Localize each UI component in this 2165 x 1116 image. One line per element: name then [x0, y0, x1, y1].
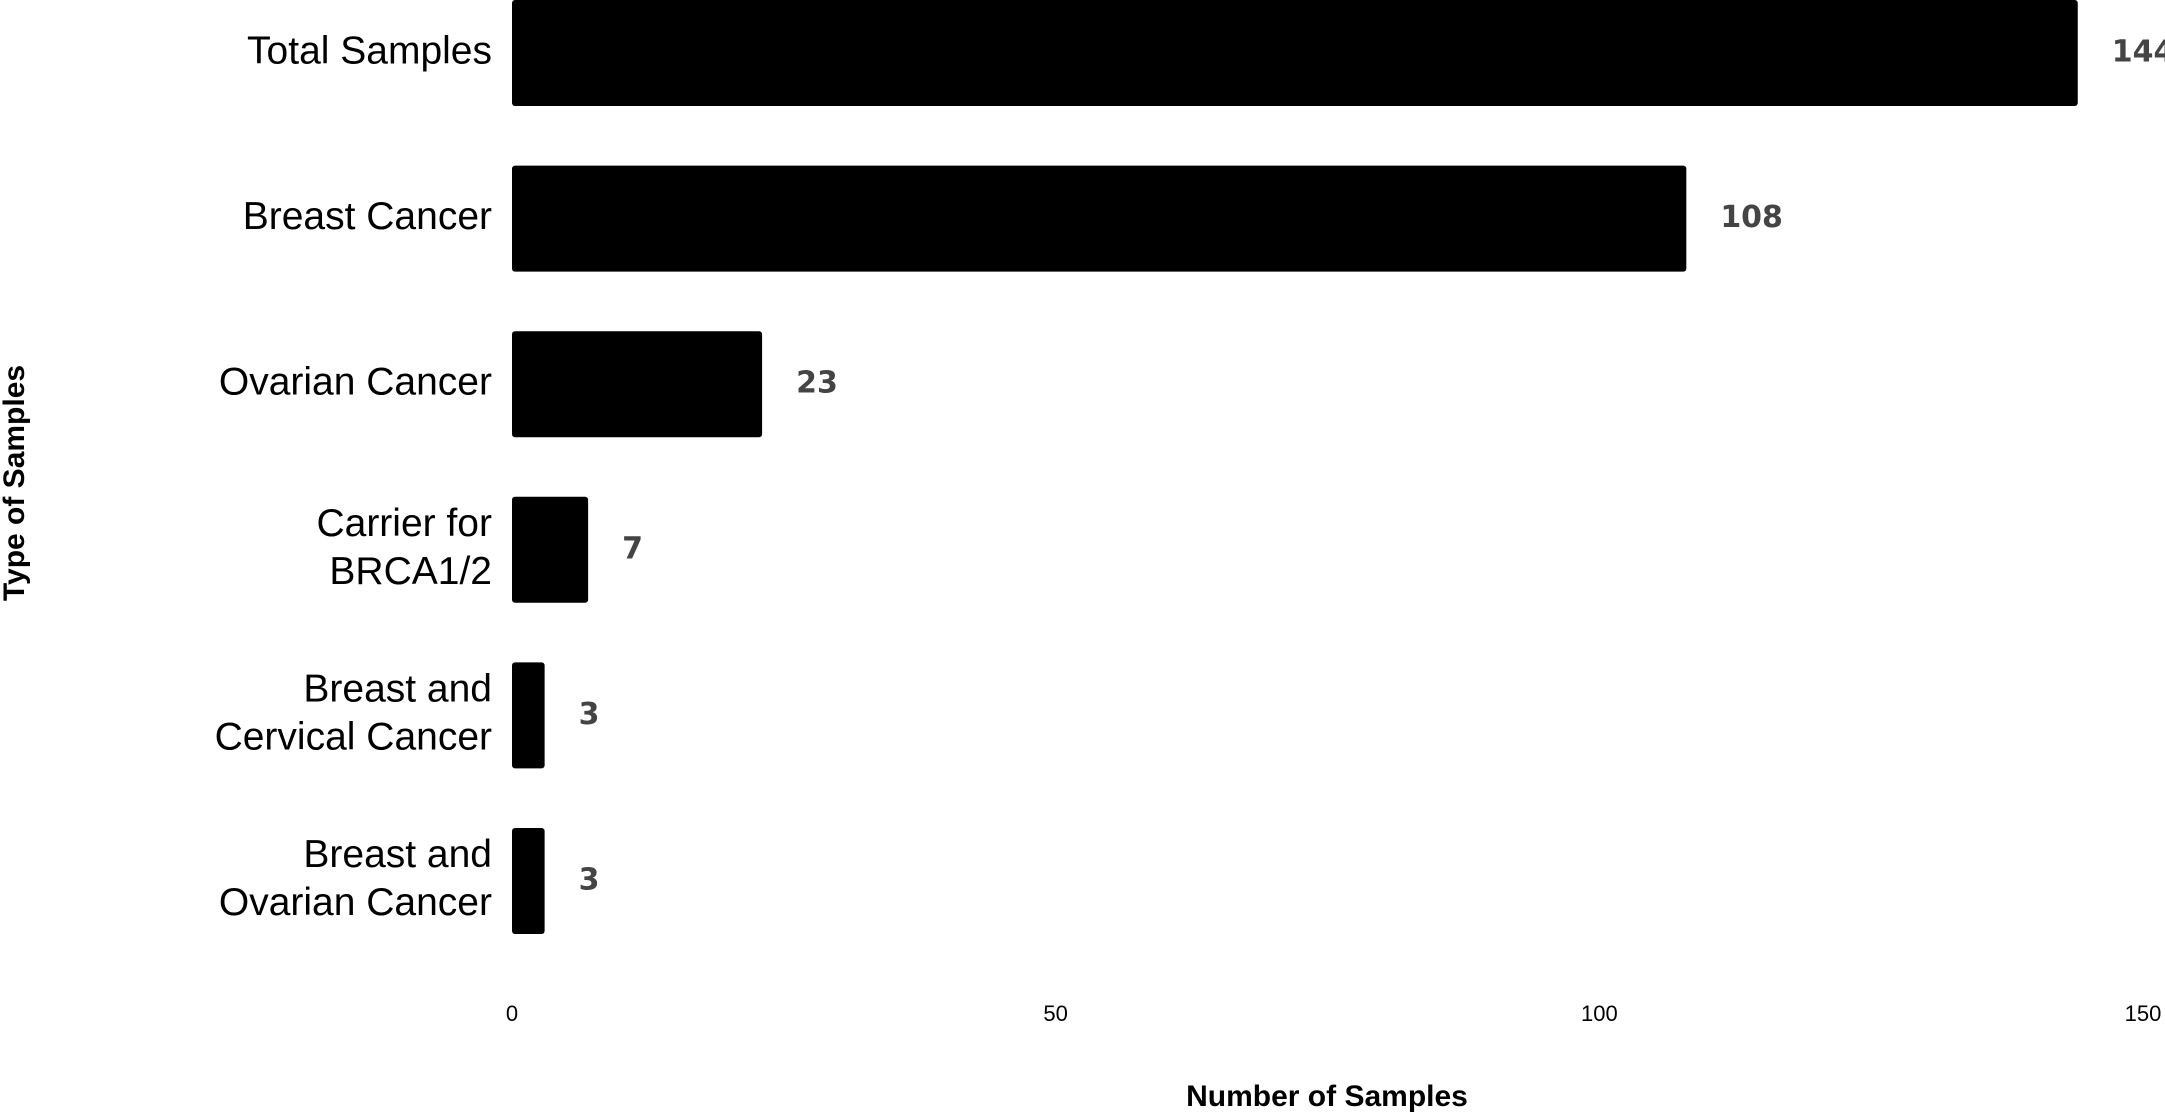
y-tick-label: Breast and Ovarian Cancer: [219, 833, 492, 924]
y-tick-label: Total Samples: [247, 29, 492, 72]
y-tick-label: Breast Cancer: [243, 195, 492, 238]
y-tick-label: Breast and Cervical Cancer: [215, 668, 492, 759]
bar: [512, 828, 545, 934]
bar: [512, 496, 589, 603]
y-tick-label: Ovarian Cancer: [219, 360, 492, 403]
value-label: 144: [2112, 35, 2165, 70]
value-label: 23: [796, 366, 838, 401]
x-tick-label: 100: [1581, 1001, 1618, 1026]
bar: [512, 165, 1687, 272]
value-label: 7: [622, 531, 643, 566]
x-tick-label: 150: [2125, 1001, 2162, 1026]
x-axis-title: Number of Samples: [1186, 1080, 1468, 1113]
bar: [512, 0, 2078, 106]
y-tick-label: Carrier for BRCA1/2: [316, 502, 492, 593]
x-tick-label: 0: [506, 1001, 518, 1026]
value-label: 3: [579, 697, 600, 732]
y-axis-title: Type of Samples: [0, 365, 31, 601]
bar: [512, 331, 763, 438]
value-label: 108: [1720, 200, 1783, 235]
value-label: 3: [579, 863, 600, 898]
bar: [512, 662, 545, 769]
x-tick-label: 50: [1043, 1001, 1067, 1026]
